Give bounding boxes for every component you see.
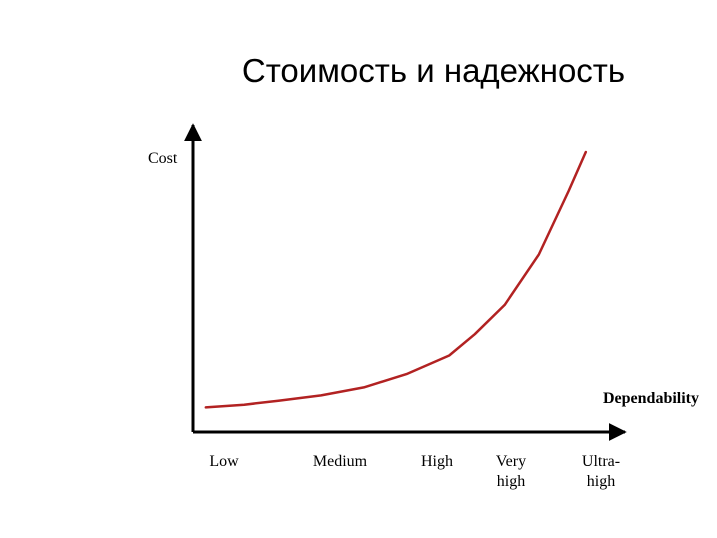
x-tick-label: Medium (313, 453, 368, 470)
x-tick-label-line: Low (209, 453, 239, 470)
series-layer (204, 150, 588, 409)
slide-title: Стоимость и надежность (241, 52, 626, 89)
y-axis-label: Cost (148, 150, 178, 167)
x-tick-label: Ultra-high (582, 453, 620, 490)
x-tick-label: Low (209, 453, 239, 470)
x-tick-label-line: Medium (313, 453, 368, 470)
x-tick-label-line: High (421, 453, 453, 470)
cost-curve (204, 150, 588, 409)
x-tick-label: High (421, 453, 453, 470)
axes (184, 123, 627, 441)
x-tick-label-line: Ultra- (582, 453, 620, 470)
x-tick-label: Very high (496, 453, 526, 490)
x-tick-label-line: high (497, 473, 525, 490)
x-tick-label-line: Very (496, 453, 526, 470)
x-tick-label-line: high (587, 473, 615, 490)
x-axis-label: Dependability (603, 390, 699, 407)
